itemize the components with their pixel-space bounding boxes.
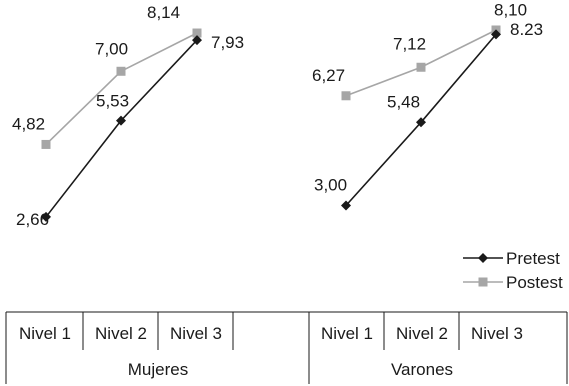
mujeres-postest-point	[116, 66, 126, 76]
varones-category-label: Nivel 3	[471, 324, 523, 343]
legend-postest-marker	[478, 277, 488, 287]
mujeres-category-label: Nivel 2	[95, 324, 147, 343]
mujeres-postest-point	[192, 28, 202, 38]
mujeres-postest-data-label: 4,82	[12, 114, 45, 133]
varones-pretest-data-label: 8,10	[494, 0, 527, 19]
varones-pretest-data-label: 3,00	[314, 176, 347, 195]
mujeres-pretest-point	[192, 35, 202, 46]
mujeres-group-label: Mujeres	[128, 360, 188, 379]
varones-pretest-data-label: 5,48	[387, 92, 420, 111]
mujeres-postest-point	[41, 139, 51, 149]
legend-postest-label: Postest	[506, 273, 563, 292]
varones-pretest-point	[416, 117, 426, 128]
varones-postest-point	[341, 91, 351, 101]
mujeres-pretest-point	[116, 115, 126, 126]
varones-category-label: Nivel 1	[321, 324, 373, 343]
legend-pretest-marker	[478, 253, 488, 263]
varones-category-label: Nivel 2	[396, 324, 448, 343]
mujeres-pretest-data-label: 7,93	[211, 33, 244, 52]
varones-postest-data-label: 8.23	[510, 20, 543, 39]
varones-group-label: Varones	[391, 360, 453, 379]
varones-postest-point	[416, 62, 426, 72]
legend-pretest-label: Pretest	[506, 249, 560, 268]
mujeres-category-label: Nivel 1	[19, 324, 71, 343]
mujeres-postest-data-label: 7,00	[95, 39, 128, 58]
varones-pretest-point	[341, 200, 351, 211]
varones-pretest-point	[491, 29, 501, 40]
mujeres-pretest-data-label: 2,66	[16, 210, 49, 229]
varones-postest-data-label: 7,12	[393, 34, 426, 53]
mujeres-pretest-line	[45, 39, 198, 218]
mujeres-pretest-data-label: 5,53	[96, 92, 129, 111]
mujeres-postest-data-label: 8,14	[147, 3, 180, 22]
mujeres-pretest-point	[41, 211, 51, 222]
mujeres-category-label: Nivel 3	[170, 324, 222, 343]
varones-postest-data-label: 6,27	[312, 66, 345, 85]
